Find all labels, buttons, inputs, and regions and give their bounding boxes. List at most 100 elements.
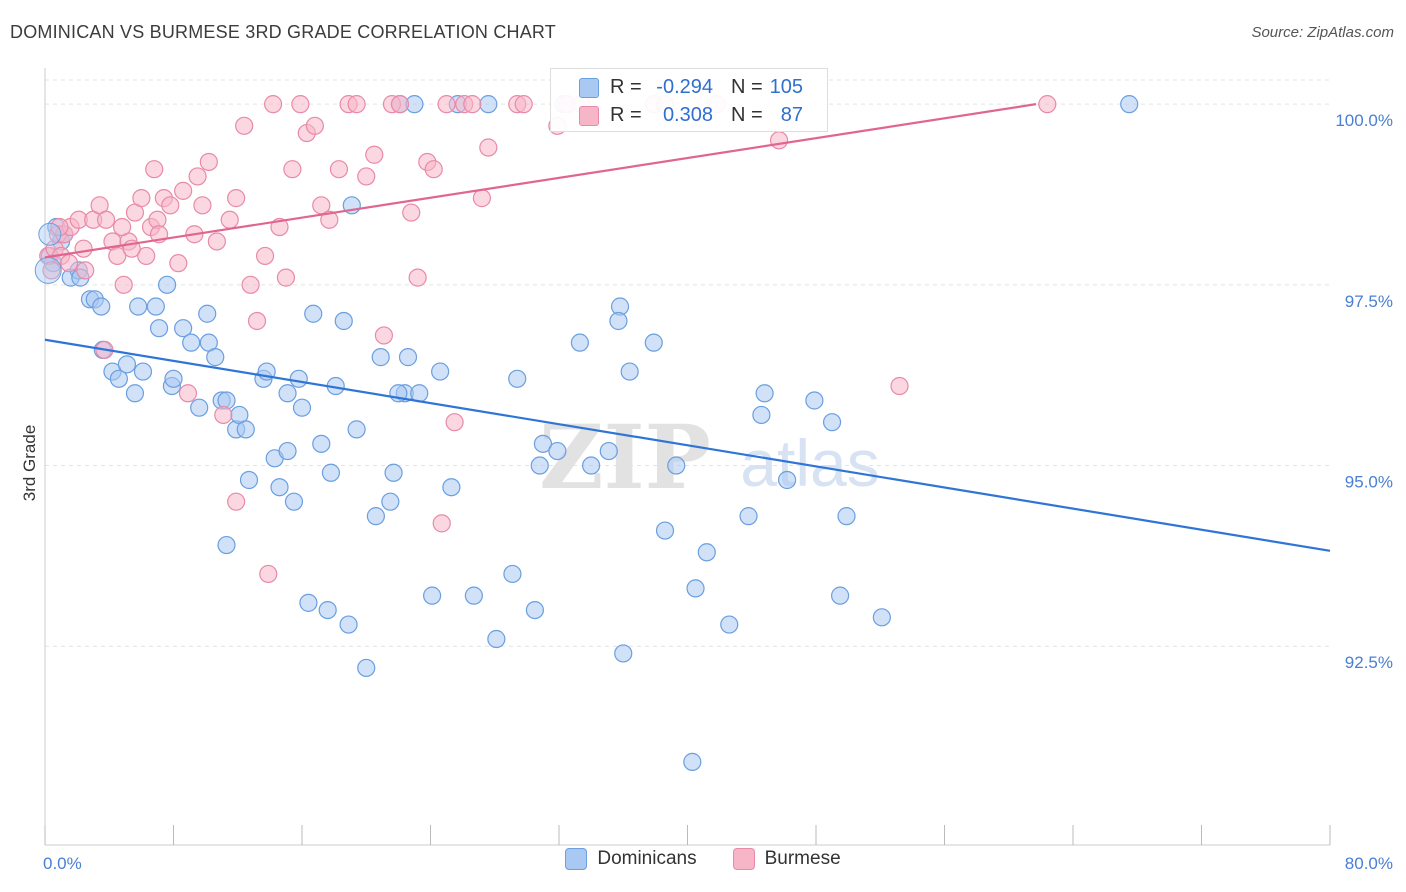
dominicans-point bbox=[384, 463, 403, 482]
dominicans-point bbox=[777, 470, 797, 490]
dominicans-point bbox=[92, 297, 111, 316]
dominicans-point bbox=[236, 420, 255, 439]
dominicans-point bbox=[289, 369, 308, 388]
dominicans-point bbox=[318, 600, 337, 620]
burmese-point bbox=[291, 95, 310, 114]
burmese-point bbox=[432, 514, 451, 533]
burmese-point bbox=[259, 564, 278, 584]
dominicans-point bbox=[464, 586, 483, 605]
source-label: Source: ZipAtlas.com bbox=[1251, 24, 1394, 41]
dominicans-point bbox=[284, 492, 304, 511]
burmese-point bbox=[263, 95, 283, 114]
burmese-point bbox=[145, 160, 164, 179]
dominicans-point bbox=[720, 615, 739, 634]
burmese-point bbox=[188, 167, 207, 186]
legend-item-dominicans[interactable]: Dominicans bbox=[565, 848, 697, 870]
n-value: 105 bbox=[769, 76, 803, 98]
dominicans-trend-line bbox=[44, 338, 1331, 552]
chart-title: DOMINICAN VS BURMESE 3RD GRADE CORRELATI… bbox=[10, 22, 557, 42]
burmese-point bbox=[74, 239, 93, 258]
burmese-point bbox=[305, 116, 324, 135]
trend-lines bbox=[44, 103, 1331, 552]
dominicans-point bbox=[837, 507, 856, 526]
dominicans-point bbox=[357, 658, 376, 678]
burmese-point bbox=[276, 268, 296, 287]
dominicans-point bbox=[423, 586, 442, 605]
burmese-point bbox=[402, 203, 421, 222]
dominicans-point bbox=[164, 369, 183, 388]
dominicans-point bbox=[206, 348, 225, 367]
dominicans-point bbox=[299, 593, 318, 612]
dominicans-point bbox=[347, 420, 366, 439]
dominicans-point bbox=[830, 586, 850, 605]
dominicans-point bbox=[570, 333, 589, 352]
dominicans-point bbox=[292, 398, 312, 417]
legend-item-burmese[interactable]: Burmese bbox=[732, 848, 841, 870]
burmese-point bbox=[114, 275, 133, 294]
legend: Dominicans Burmese bbox=[0, 848, 1406, 870]
burmese-point bbox=[193, 196, 212, 215]
dominicans-point bbox=[442, 478, 461, 497]
burmese-point bbox=[199, 152, 218, 172]
n-label: N = bbox=[731, 76, 763, 98]
burmese-point bbox=[1038, 95, 1057, 114]
dominicans-point bbox=[525, 600, 545, 620]
burmese-point bbox=[112, 217, 132, 237]
burmese-trend-line bbox=[44, 103, 1037, 259]
y-tick-label: 95.0% bbox=[1345, 473, 1393, 492]
dominicans-point bbox=[334, 311, 353, 331]
dominicans-point bbox=[614, 644, 633, 663]
burmese-point bbox=[479, 138, 498, 157]
r-label: R = bbox=[610, 76, 642, 98]
burmese-swatch-icon bbox=[579, 106, 599, 126]
dominicans-point bbox=[371, 348, 390, 367]
dominicans-point bbox=[683, 752, 702, 771]
burmese-point bbox=[390, 95, 410, 114]
y-tick-label: 92.5% bbox=[1345, 653, 1393, 672]
dominicans-point bbox=[599, 441, 618, 461]
dominicans-point bbox=[548, 441, 567, 461]
x-tick-label: 0.0% bbox=[43, 854, 82, 873]
burmese-point bbox=[178, 384, 198, 403]
burmese-point bbox=[283, 160, 302, 179]
dominicans-point bbox=[190, 398, 209, 417]
dominicans-point bbox=[217, 535, 236, 555]
burmese-point bbox=[769, 131, 789, 150]
dominicans-point bbox=[125, 384, 145, 403]
dominicans-point bbox=[479, 95, 498, 114]
burmese-point bbox=[169, 254, 188, 273]
burmese-point bbox=[365, 145, 384, 164]
burmese-point bbox=[357, 167, 376, 186]
burmese-point bbox=[132, 189, 151, 208]
burmese-point bbox=[320, 210, 339, 229]
dominicans-point bbox=[278, 441, 297, 461]
dominicans-point bbox=[270, 478, 289, 497]
burmese-point bbox=[463, 95, 482, 114]
watermark-zip: ZIP bbox=[539, 405, 711, 509]
dominicans-point bbox=[739, 507, 758, 526]
dominicans-point bbox=[752, 405, 771, 425]
burmese-point bbox=[445, 413, 464, 432]
burmese-point bbox=[437, 95, 456, 114]
burmese-point bbox=[890, 376, 909, 396]
burmese-point bbox=[227, 492, 246, 511]
burmese-point bbox=[247, 311, 267, 331]
y-axis-label: 3rd Grade bbox=[20, 425, 39, 502]
burmese-point bbox=[347, 95, 366, 114]
dominicans-point bbox=[398, 348, 418, 367]
dominicans-swatch-icon bbox=[579, 78, 599, 98]
burmese-point bbox=[214, 405, 233, 425]
dominicans-point bbox=[312, 434, 331, 453]
burmese-point bbox=[514, 95, 533, 114]
burmese-swatch-icon bbox=[732, 848, 755, 870]
dominicans-point bbox=[339, 615, 358, 634]
dominicans-point bbox=[109, 369, 128, 388]
dominicans-point bbox=[366, 507, 385, 526]
burmese-point bbox=[235, 116, 254, 135]
dominicans-point bbox=[805, 391, 824, 410]
dominicans-point bbox=[503, 564, 522, 584]
burmese-point bbox=[241, 275, 260, 294]
dominicans-point bbox=[530, 456, 549, 475]
burmese-point bbox=[137, 246, 156, 266]
dominicans-point bbox=[431, 362, 450, 381]
